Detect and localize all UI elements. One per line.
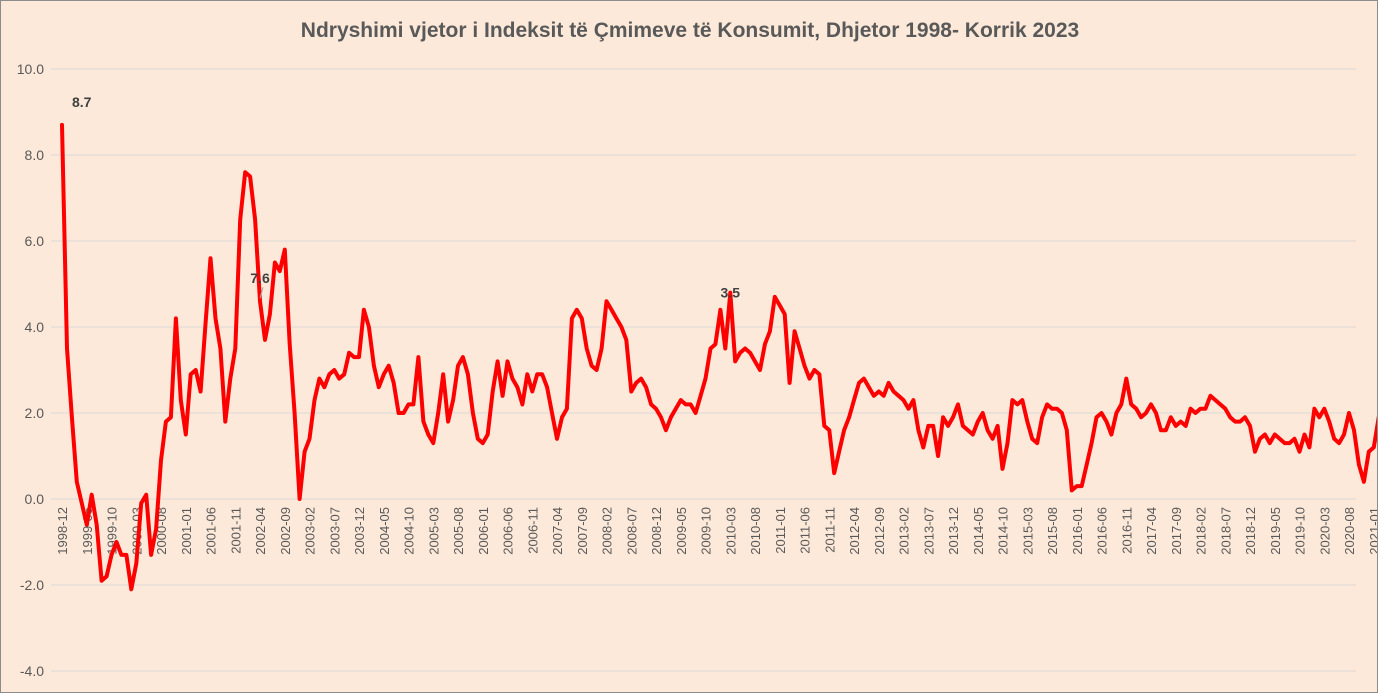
x-tick-label: 2013-12 [946, 507, 961, 555]
y-tick-label: 8.0 [25, 147, 45, 163]
x-tick-label: 2016-01 [1070, 507, 1085, 555]
y-tick-label: -4.0 [20, 663, 44, 679]
x-tick-label: 2003-12 [352, 507, 367, 555]
x-tick-label: 2002-09 [278, 507, 293, 555]
x-tick-label: 2005-03 [426, 507, 441, 555]
x-tick-label: 2012-09 [872, 507, 887, 555]
x-tick-label: 2013-07 [921, 507, 936, 555]
x-tick-label: 2016-06 [1095, 507, 1110, 555]
series-line [60, 122, 1377, 592]
x-tick-label: 2003-07 [327, 507, 342, 555]
x-tick-label: 2018-07 [1218, 507, 1233, 555]
x-tick-label: 2005-08 [451, 507, 466, 555]
x-tick-label: 2002-04 [253, 507, 268, 555]
x-tick-label: 2012-04 [847, 507, 862, 555]
x-tick-label: 2001-01 [179, 507, 194, 555]
x-tick-label: 2006-06 [501, 507, 516, 555]
y-tick-label: 4.0 [25, 319, 45, 335]
y-tick-label: 6.0 [25, 233, 45, 249]
x-tick-label: 2010-03 [723, 507, 738, 555]
x-tick-label: 2010-08 [748, 507, 763, 555]
x-tick-label: 2020-03 [1317, 507, 1332, 555]
x-tick-label: 2017-09 [1169, 507, 1184, 555]
x-tick-label: 2015-08 [1045, 507, 1060, 555]
x-tick-label: 2001-06 [204, 507, 219, 555]
x-tick-label: 2016-11 [1119, 507, 1134, 554]
x-tick-label: 2017-04 [1144, 507, 1159, 555]
data-label: 3.5 [721, 285, 741, 301]
data-label-leader [259, 287, 264, 299]
x-tick-label: 2011-06 [798, 507, 813, 554]
x-tick-label: 2011-11 [822, 507, 837, 553]
x-tick-label: 2014-10 [996, 507, 1011, 555]
x-tick-label: 2011-01 [773, 507, 788, 554]
x-tick-label: 2004-05 [377, 507, 392, 555]
x-tick-label: 2001-11 [228, 507, 243, 554]
x-tick-label: 2020-08 [1342, 507, 1357, 555]
x-tick-label: 2009-05 [674, 507, 689, 555]
x-tick-label: 2008-02 [600, 507, 615, 555]
x-tick-label: 2004-10 [402, 507, 417, 555]
x-tick-label: 2015-03 [1020, 507, 1035, 555]
chart-title: Ndryshimi vjetor i Indeksit të Çmimeve t… [300, 19, 1080, 42]
y-tick-label: 10.0 [17, 61, 44, 77]
x-tick-label: 2007-04 [550, 507, 565, 555]
x-tick-label: 2021-01 [1367, 507, 1377, 555]
x-tick-label: 2008-07 [624, 507, 639, 555]
y-tick-label: 2.0 [25, 405, 45, 421]
x-tick-label: 2008-12 [649, 507, 664, 555]
x-tick-label: 1998-12 [55, 507, 70, 555]
x-tick-label: 2009-10 [699, 507, 714, 555]
x-tick-label: 2013-02 [897, 507, 912, 555]
x-tick-label: 2019-10 [1293, 507, 1308, 555]
x-tick-label: 2003-02 [303, 507, 318, 555]
x-tick-label: 2018-12 [1243, 507, 1258, 555]
x-tick-label: 2018-02 [1194, 507, 1209, 555]
x-tick-label: 2006-11 [525, 507, 540, 554]
x-tick-label: 2007-09 [575, 507, 590, 555]
data-label: 7.6 [250, 270, 270, 286]
x-tick-label: 2019-05 [1268, 507, 1283, 555]
x-tick-label: 2014-05 [971, 507, 986, 555]
x-tick-label: 2006-01 [476, 507, 491, 555]
y-tick-label: -2.0 [20, 577, 44, 593]
data-label: 8.7 [72, 94, 92, 110]
y-tick-label: 0.0 [25, 491, 45, 507]
